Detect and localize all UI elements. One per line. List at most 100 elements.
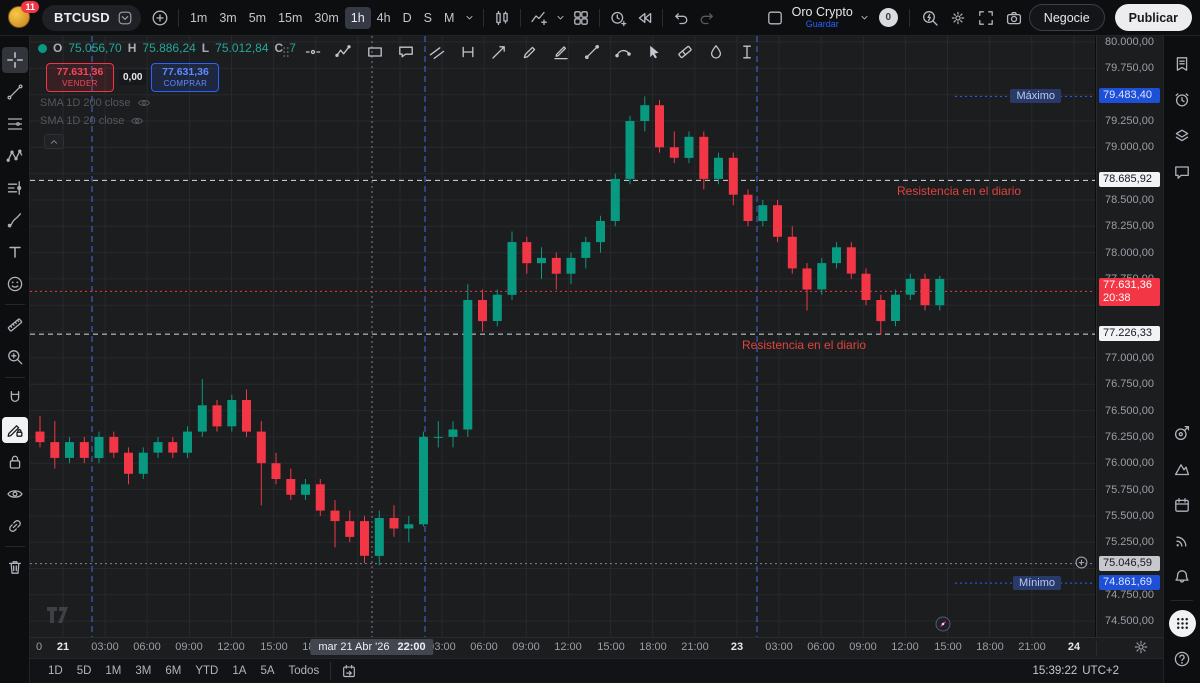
range-todos[interactable]: Todos	[283, 662, 326, 680]
fav-marker-icon[interactable]	[549, 40, 573, 64]
bar-replay-button[interactable]	[631, 5, 657, 31]
add-alert-plus-icon[interactable]	[1074, 555, 1089, 575]
fav-channel-icon[interactable]	[425, 40, 449, 64]
sell-button[interactable]: 77.631,36 VENDER	[46, 63, 114, 92]
compass-icon[interactable]	[935, 616, 951, 637]
legend-collapse-button[interactable]	[44, 134, 64, 149]
time-axis[interactable]: mar 21 Abr '26 22:00 0 21 03:00 06:00 09:00 1…	[30, 637, 1163, 658]
timeframe-M[interactable]: M	[438, 7, 460, 29]
object-tree-button[interactable]	[1168, 122, 1196, 150]
user-avatar[interactable]: 11	[8, 0, 39, 30]
crosshair-tool[interactable]	[1, 47, 28, 73]
cloud-sync-badge[interactable]: 0	[878, 8, 898, 27]
clock-group[interactable]: 15:39:22 UTC+2	[1032, 665, 1119, 677]
go-to-date-button[interactable]	[336, 661, 362, 681]
indicator-row[interactable]: SMA 1D 20 close	[40, 114, 144, 128]
range-1m[interactable]: 1M	[99, 662, 127, 680]
publish-button[interactable]: Publicar	[1114, 4, 1192, 31]
symbol-switch-icon[interactable]	[117, 10, 133, 26]
trend-line-tool[interactable]	[2, 79, 28, 105]
hide-drawings-tool[interactable]	[2, 481, 28, 507]
candlestick-chart[interactable]	[30, 36, 1095, 637]
help-button[interactable]	[1168, 645, 1196, 673]
range-3m[interactable]: 3M	[129, 662, 157, 680]
undo-button[interactable]	[668, 5, 694, 31]
watchlist-button[interactable]	[1168, 50, 1196, 78]
resistance-annotation-top[interactable]: Resistencia en el diario	[897, 184, 1022, 198]
chart-style-button[interactable]	[489, 5, 515, 31]
eye-icon[interactable]	[130, 114, 144, 128]
axis-settings-gear-icon[interactable]	[1133, 639, 1149, 658]
indicators-more-button[interactable]	[552, 5, 568, 31]
magnet-tool[interactable]	[2, 385, 28, 411]
timeframe-S[interactable]: S	[418, 7, 438, 29]
lock-all-drawings-tool[interactable]	[2, 449, 28, 475]
indicator-row[interactable]: SMA 1D 200 close	[40, 96, 151, 110]
fav-hline-icon[interactable]	[301, 40, 325, 64]
forecast-tool[interactable]	[2, 175, 28, 201]
settings-button[interactable]	[945, 5, 971, 31]
quick-search-button[interactable]	[917, 5, 943, 31]
fav-hbars-icon[interactable]	[456, 40, 480, 64]
fullscreen-button[interactable]	[973, 5, 999, 31]
fav-eraser-icon[interactable]	[673, 40, 697, 64]
add-symbol-button[interactable]	[147, 5, 173, 31]
price-axis[interactable]: 80.000,00 79.750,00 79.250,00 79.000,00 78.5…	[1096, 36, 1163, 637]
fav-line-icon[interactable]	[580, 40, 604, 64]
symbol-search-button[interactable]: BTCUSD	[42, 4, 141, 31]
range-5d[interactable]: 5D	[71, 662, 98, 680]
fib-retracement-tool[interactable]	[2, 111, 28, 137]
emoji-tool[interactable]	[2, 271, 28, 297]
timeframe-more-button[interactable]	[460, 5, 478, 31]
xabcd-pattern-tool[interactable]	[2, 143, 28, 169]
toolbar-drag-handle[interactable]	[278, 44, 294, 60]
redo-button[interactable]	[694, 5, 720, 31]
sync-drawings-tool[interactable]	[2, 513, 28, 539]
timeframe-5m[interactable]: 5m	[243, 7, 272, 29]
trade-button[interactable]: Negocie	[1028, 4, 1105, 31]
chat-button[interactable]	[1168, 158, 1196, 186]
timeframe-D[interactable]: D	[397, 7, 418, 29]
ideas-button[interactable]	[1168, 419, 1196, 447]
brush-tool[interactable]	[2, 207, 28, 233]
timeframe-1h[interactable]: 1h	[344, 6, 371, 29]
chart-pane[interactable]: O 75.056,70 H 75.886,24 L 75.012,84 C 7 77.631,…	[30, 36, 1095, 637]
range-1a[interactable]: 1A	[226, 662, 252, 680]
layout-templates-button[interactable]	[568, 5, 594, 31]
tradingview-logo[interactable]	[46, 606, 76, 629]
buy-button[interactable]: 77.631,36 COMPRAR	[151, 63, 220, 92]
range-5a[interactable]: 5A	[254, 662, 280, 680]
snapshot-button[interactable]	[1001, 5, 1027, 31]
text-tool[interactable]	[2, 239, 28, 265]
calendar-button[interactable]	[1168, 491, 1196, 519]
range-ytd[interactable]: YTD	[189, 662, 224, 680]
layout-panel-icon[interactable]	[762, 5, 788, 31]
timeframe-3m[interactable]: 3m	[213, 7, 242, 29]
timeframe-15m[interactable]: 15m	[272, 7, 308, 29]
fav-cursor-icon[interactable]	[642, 40, 666, 64]
ruler-tool[interactable]	[2, 312, 28, 338]
indicators-button[interactable]	[526, 5, 552, 31]
fav-pen-icon[interactable]	[518, 40, 542, 64]
fav-curve-icon[interactable]	[611, 40, 635, 64]
apps-button[interactable]	[1168, 610, 1196, 637]
range-6m[interactable]: 6M	[159, 662, 187, 680]
range-1d[interactable]: 1D	[42, 662, 69, 680]
zoom-in-tool[interactable]	[2, 344, 28, 370]
fav-wave-icon[interactable]	[332, 40, 356, 64]
sparks-button[interactable]	[1168, 455, 1196, 483]
notifications-button[interactable]	[1168, 563, 1196, 591]
fav-rect-icon[interactable]	[363, 40, 387, 64]
ohlc-legend[interactable]: O 75.056,70 H 75.886,24 L 75.012,84 C 7	[38, 41, 296, 55]
draw-lock-tool[interactable]	[1, 417, 28, 443]
fav-ibeam-icon[interactable]	[735, 40, 759, 64]
remove-objects-tool[interactable]	[2, 554, 28, 580]
alerts-button[interactable]	[1168, 86, 1196, 114]
timeframe-30m[interactable]: 30m	[308, 7, 344, 29]
layout-name-button[interactable]: Oro Crypto Guardar	[792, 5, 853, 30]
fav-drop-icon[interactable]	[704, 40, 728, 64]
fav-callout-icon[interactable]	[394, 40, 418, 64]
create-alert-button[interactable]	[605, 5, 631, 31]
eye-icon[interactable]	[137, 96, 151, 110]
timeframe-4h[interactable]: 4h	[371, 7, 397, 29]
